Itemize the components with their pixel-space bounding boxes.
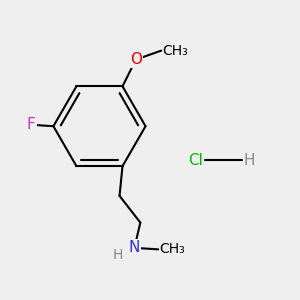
Text: CH₃: CH₃	[160, 242, 185, 256]
Text: CH₃: CH₃	[163, 44, 188, 58]
Text: H: H	[113, 248, 123, 262]
Text: Cl: Cl	[189, 153, 203, 168]
Text: N: N	[129, 240, 140, 255]
Text: H: H	[244, 153, 255, 168]
Text: F: F	[27, 117, 35, 132]
Text: O: O	[130, 52, 142, 67]
